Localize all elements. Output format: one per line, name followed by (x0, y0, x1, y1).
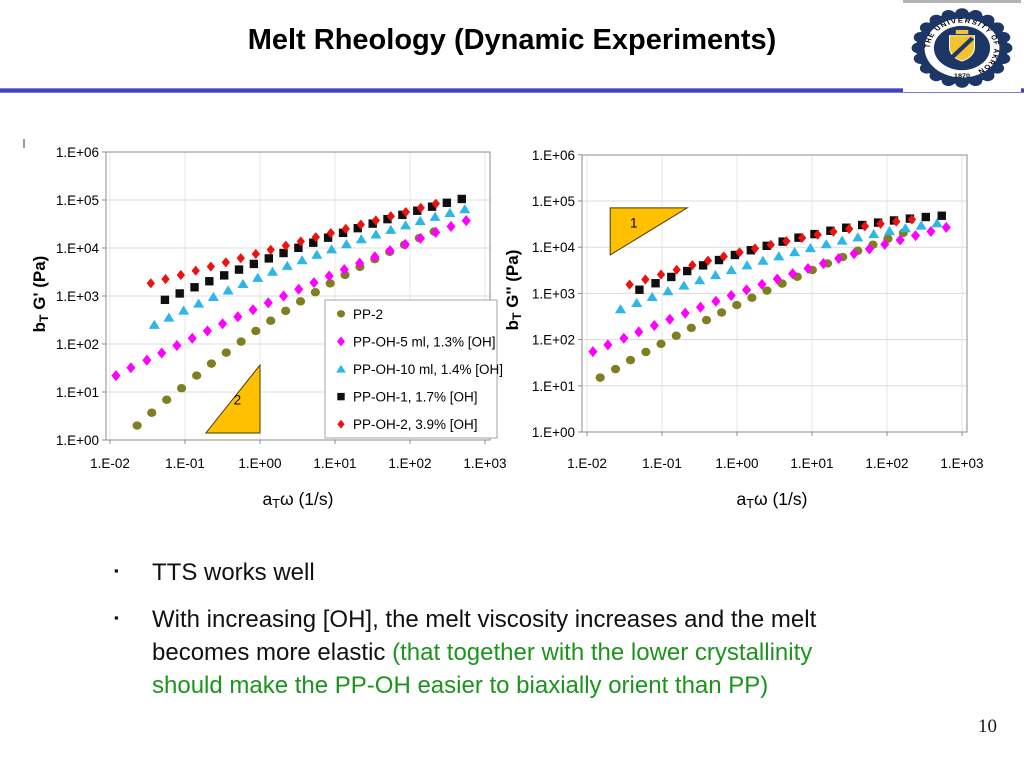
svg-text:PP-OH-5 ml, 1.3% [OH]: PP-OH-5 ml, 1.3% [OH] (353, 334, 496, 349)
loss-modulus-chart: 1.E-02 1.E-01 1.E+00 1.E+01 1.E+02 1.E+03 1.E+… (505, 148, 984, 511)
svg-text:1.E+02: 1.E+02 (865, 456, 908, 471)
svg-text:1.E+03: 1.E+03 (463, 456, 506, 471)
bullet-list: ▪ TTS works well ▪ With increasing [OH], th… (108, 556, 870, 716)
svg-text:1.E+03: 1.E+03 (940, 456, 983, 471)
svg-text:aTω (1/s): aTω (1/s) (737, 489, 808, 511)
bullet-square-icon: ▪ (114, 610, 119, 625)
chart-legend: PP-2 PP-OH-5 ml, 1.3% [OH] PP-OH-10 ml, 1.… (324, 299, 503, 439)
svg-text:1.E+00: 1.E+00 (715, 456, 758, 471)
bullet-text: TTS works well (152, 559, 315, 586)
svg-text:1.E+01: 1.E+01 (790, 456, 833, 471)
seal-shield-band (949, 36, 975, 59)
svg-text:1: 1 (630, 215, 638, 230)
title-divider-line (0, 88, 1024, 93)
page-number: 10 (978, 716, 997, 737)
series-PP-OH-5-ml-1-3-OH- (111, 215, 471, 382)
svg-text:1.E+05: 1.E+05 (532, 194, 575, 209)
gridlines (582, 155, 967, 432)
svg-text:1.E-01: 1.E-01 (642, 456, 682, 471)
svg-text:bT G' (Pa): bT G' (Pa) (30, 256, 51, 333)
svg-text:1.E+00: 1.E+00 (238, 456, 281, 471)
seal-year: 1870 (954, 73, 971, 79)
stray-mark (23, 139, 25, 148)
axis-ticks-and-labels: 1.E-02 1.E-01 1.E+00 1.E+01 1.E+02 1.E+03 1.E+… (532, 148, 984, 471)
svg-text:1.E+06: 1.E+06 (56, 145, 99, 160)
axis-ticks-and-labels: 1.E-02 1.E-01 1.E+00 1.E+01 1.E+02 1.E+03 1.E+… (56, 145, 507, 471)
svg-text:1.E+02: 1.E+02 (388, 456, 431, 471)
seal-crown (955, 29, 969, 34)
svg-text:bT G'' (Pa): bT G'' (Pa) (505, 250, 524, 331)
bullet-square-icon: ▪ (114, 563, 119, 578)
series-PP-OH-2-3-9-OH- (146, 198, 441, 289)
svg-text:1.E-01: 1.E-01 (165, 456, 205, 471)
svg-text:2: 2 (234, 392, 242, 407)
university-logo: THE UNIVERSITY OF AKRON 1870 (903, 0, 1021, 92)
svg-text:PP-2: PP-2 (353, 307, 383, 322)
series-PP-OH-10-ml-1-4-OH- (615, 218, 943, 314)
slope-triangle-annotation: 1 (609, 207, 689, 256)
svg-text:1.E+01: 1.E+01 (56, 385, 99, 400)
bullet-item: ▪ With increasing [OH], the melt viscosit… (108, 603, 870, 702)
svg-text:1.E+00: 1.E+00 (56, 433, 99, 448)
slope-triangle-annotation: 2 (204, 363, 261, 434)
svg-text:1.E-02: 1.E-02 (567, 456, 607, 471)
svg-text:1.E+01: 1.E+01 (313, 456, 356, 471)
svg-text:1.E+04: 1.E+04 (56, 241, 100, 256)
bullet-text: With increasing [OH], the melt viscosity… (152, 606, 817, 699)
svg-text:1.E+04: 1.E+04 (532, 240, 576, 255)
storage-modulus-chart: 1.E-02 1.E-01 1.E+00 1.E+01 1.E+02 1.E+03 1.E+… (30, 145, 507, 511)
svg-text:1.E+03: 1.E+03 (532, 286, 575, 301)
svg-text:1.E+05: 1.E+05 (56, 193, 99, 208)
svg-text:PP-OH-1, 1.7% [OH]: PP-OH-1, 1.7% [OH] (353, 390, 478, 405)
svg-text:PP-OH-2, 3.9% [OH]: PP-OH-2, 3.9% [OH] (353, 417, 478, 432)
svg-text:PP-OH-10 ml, 1.4% [OH]: PP-OH-10 ml, 1.4% [OH] (353, 362, 503, 377)
series-PP-OH-10-ml-1-4-OH- (148, 204, 471, 329)
svg-text:1.E+00: 1.E+00 (532, 425, 575, 440)
svg-text:1.E+03: 1.E+03 (56, 289, 99, 304)
svg-text:1.E+02: 1.E+02 (56, 337, 99, 352)
series-PP-OH-1-1-7-OH- (160, 194, 466, 305)
svg-text:aTω (1/s): aTω (1/s) (263, 489, 334, 511)
svg-text:1.E+02: 1.E+02 (532, 333, 575, 348)
page-title: Melt Rheology (Dynamic Experiments) (247, 24, 777, 56)
svg-text:1.E+06: 1.E+06 (532, 148, 575, 163)
university-seal-icon: THE UNIVERSITY OF AKRON 1870 (911, 7, 1013, 88)
svg-text:1.E-02: 1.E-02 (90, 456, 130, 471)
svg-text:1.E+01: 1.E+01 (532, 379, 575, 394)
series-PP-OH-1-1-7-OH- (635, 211, 946, 294)
bullet-item: ▪ TTS works well (108, 556, 870, 589)
